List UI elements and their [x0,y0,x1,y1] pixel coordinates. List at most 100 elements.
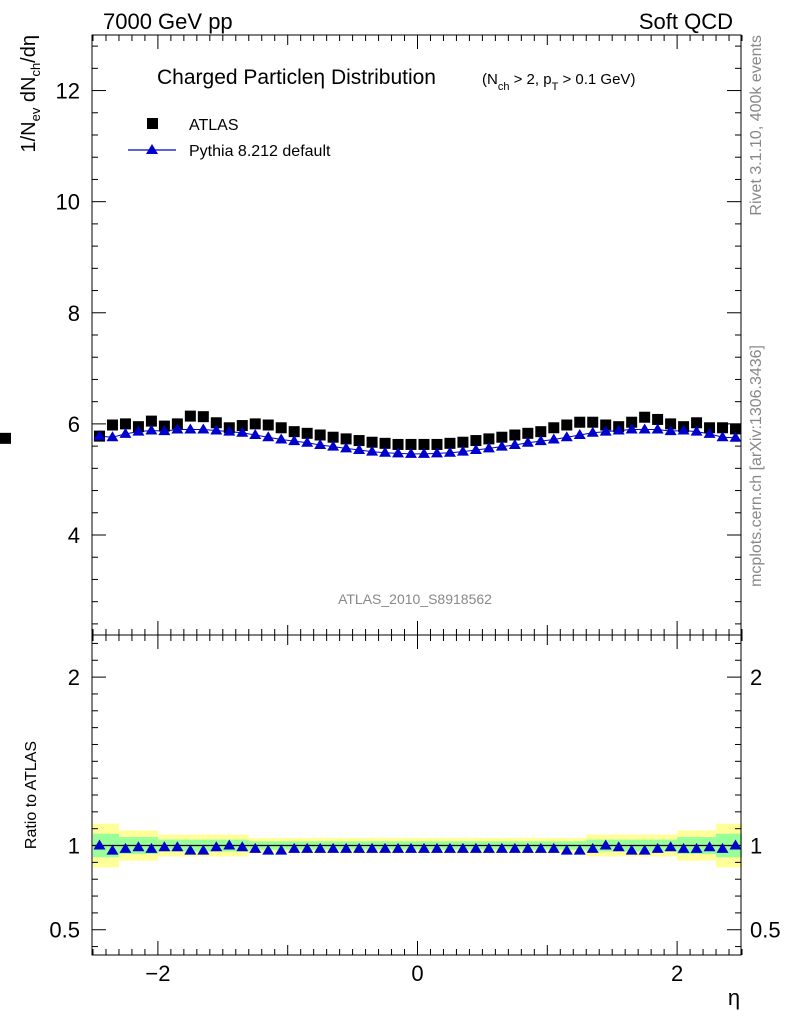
atlas-data-point [119,418,131,430]
ratio-point [586,842,599,853]
atlas-data-point [197,411,209,423]
ratio-point [93,839,106,850]
pythia-point [275,433,288,444]
ratio-point [625,844,638,855]
pythia-point [340,442,353,453]
pythia-point [638,423,651,434]
ratio-point [119,842,132,853]
legend: ATLAS Pythia 8.212 default [128,117,331,160]
legend-label-atlas: ATLAS [189,117,239,134]
data-points [0,410,742,855]
ratio-point [703,841,716,852]
main-y-tick-label: 4 [68,523,80,548]
ratio-point [482,842,495,853]
pythia-point [379,446,392,457]
pythia-point [599,425,612,436]
pythia-point [405,447,418,458]
atlas-data-point [444,437,456,449]
ratio-point [366,842,379,853]
analysis-id: ATLAS_2010_S8918562 [338,591,492,607]
main-y-tick-label: 12 [56,79,80,104]
pythia-point [327,440,340,451]
pythia-point [119,427,132,438]
pythia-point [547,433,560,444]
ratio-point [495,842,508,853]
pythia-point [482,442,495,453]
ratio-point [262,844,275,855]
pythia-point [703,427,716,438]
pythia-point [521,436,534,447]
legend-label-pythia: Pythia 8.212 default [189,143,331,160]
ratio-y-tick-label: 0.5 [49,918,80,943]
ratio-point [171,841,184,852]
ratio-y-tick-label-right: 0.5 [750,918,781,943]
pythia-point [197,423,210,434]
pythia-point [651,423,664,434]
pythia-point [392,447,405,458]
ratio-point [430,842,443,853]
ratio-point [729,839,742,850]
atlas-data-point [548,422,560,434]
atlas-data-point [691,417,703,429]
legend-marker-atlas [147,118,158,129]
atlas-data-point [275,422,287,434]
pythia-point [366,445,379,456]
pythia-point [249,429,262,439]
atlas-data-point [366,436,378,448]
pythia-point [145,424,158,435]
pythia-point [262,431,275,442]
pythia-point [560,431,573,442]
ratio-point [612,841,625,852]
ratio-y-tick-label-right: 2 [750,665,762,690]
pythia-point [132,425,145,436]
header-right: Soft QCD [639,9,733,34]
rivet-label: Rivet 3.1.10, 400k events [748,35,765,216]
pythia-point [314,439,327,449]
pythia-point [508,439,521,449]
atlas-data-point [0,432,11,444]
header-left: 7000 GeV pp [103,9,233,34]
x-tick-label: −2 [145,961,170,986]
ratio-ylabel: Ratio to ATLAS [23,741,40,849]
main-y-tick-label: 10 [56,190,80,215]
ratio-point [236,841,249,852]
pythia-point [430,447,443,458]
ratio-point [443,842,456,853]
ratio-point [379,842,392,853]
ratio-point [249,842,262,853]
pythia-point [456,445,469,456]
pythia-point [93,430,106,441]
ratio-point [638,844,651,855]
main-y-tick-label: 8 [68,301,80,326]
ratio-point [456,842,469,853]
atlas-data-point [405,438,417,450]
pythia-point [223,425,236,436]
atlas-data-point [639,411,651,423]
ratio-point [106,844,119,855]
ratio-point [223,839,236,850]
atlas-data-point [457,436,469,448]
atlas-data-point [184,410,196,422]
ratio-point [677,842,690,853]
atlas-data-point [483,433,495,445]
atlas-data-point [470,435,482,447]
ratio-point [132,841,145,852]
ratio-point [210,841,223,852]
ratio-point [158,841,171,852]
pythia-point [469,444,482,454]
main-y-tick-label: 6 [68,412,80,437]
atlas-data-point [314,429,326,441]
pythia-point [288,435,301,446]
pythia-point [534,435,547,446]
chart-title: Charged Particleη Distribution [157,66,436,89]
pythia-point [677,424,690,435]
atlas-data-point [509,429,521,441]
pythia-point [353,444,366,454]
pythia-point [171,423,184,434]
main-ylabel: 1/Nev dNch/dη [18,35,43,153]
atlas-data-point [249,418,261,430]
ratio-point [353,842,366,853]
ratio-point [288,842,301,853]
x-axis-label: η [728,985,740,1010]
